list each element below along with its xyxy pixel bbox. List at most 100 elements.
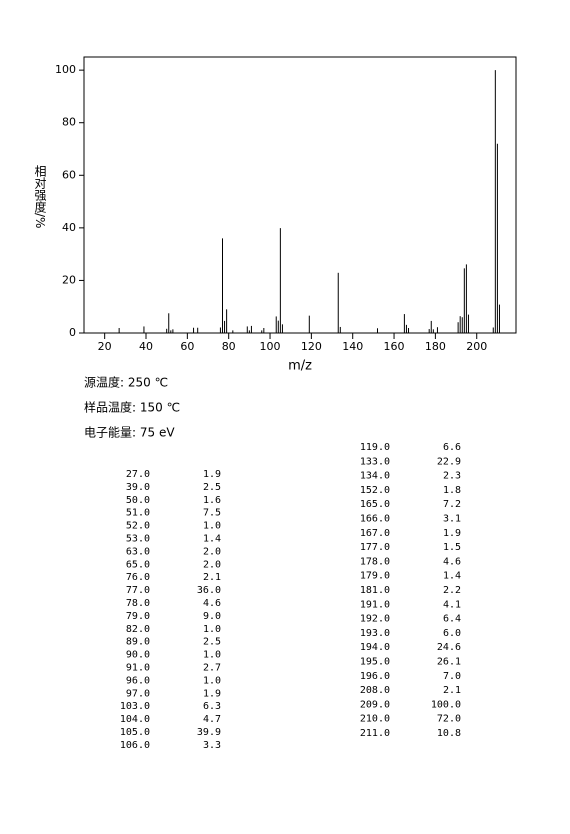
- table-intensity: 6.6: [443, 442, 461, 453]
- table-intensity: 9.0: [203, 611, 221, 622]
- table-intensity: 1.0: [203, 650, 221, 661]
- table-intensity: 72.0: [437, 714, 461, 725]
- table-mz: 97.0: [126, 688, 150, 699]
- table-mz: 52.0: [126, 521, 150, 532]
- table-mz: 119.0: [360, 442, 390, 453]
- table-mz: 51.0: [126, 508, 150, 519]
- table-mz: 165.0: [360, 499, 390, 510]
- table-intensity: 4.7: [203, 714, 221, 725]
- table-mz: 104.0: [120, 714, 150, 725]
- table-intensity: 6.4: [443, 614, 461, 625]
- table-intensity: 10.8: [437, 728, 461, 739]
- table-intensity: 1.5: [443, 542, 461, 553]
- table-mz: 103.0: [120, 701, 150, 712]
- y-tick-label: 80: [62, 116, 76, 129]
- condition: 电子能量: 75 eV: [84, 426, 175, 440]
- table-intensity: 7.2: [443, 499, 461, 510]
- x-tick-label: 20: [98, 340, 112, 353]
- table-mz: 96.0: [126, 675, 150, 686]
- table-mz: 193.0: [360, 628, 390, 639]
- table-intensity: 1.0: [203, 624, 221, 635]
- table-intensity: 7.0: [443, 671, 461, 682]
- table-intensity: 2.2: [443, 585, 461, 596]
- table-intensity: 2.5: [203, 637, 221, 648]
- table-intensity: 22.9: [437, 456, 461, 467]
- x-tick-label: 160: [384, 340, 405, 353]
- table-intensity: 1.9: [203, 688, 221, 699]
- table-mz: 106.0: [120, 740, 150, 751]
- x-axis-label: m/z: [288, 359, 312, 374]
- table-intensity: 3.3: [203, 740, 221, 751]
- table-mz: 134.0: [360, 471, 390, 482]
- table-mz: 181.0: [360, 585, 390, 596]
- table-mz: 166.0: [360, 514, 390, 525]
- table-mz: 65.0: [126, 559, 150, 570]
- table-mz: 39.0: [126, 482, 150, 493]
- table-intensity: 1.4: [443, 571, 461, 582]
- table-intensity: 7.5: [203, 508, 221, 519]
- y-tick-label: 60: [62, 168, 76, 181]
- table-intensity: 1.8: [443, 485, 461, 496]
- table-mz: 194.0: [360, 642, 390, 653]
- table-mz: 79.0: [126, 611, 150, 622]
- y-tick-label: 0: [69, 326, 76, 339]
- table-intensity: 4.1: [443, 599, 461, 610]
- table-intensity: 2.7: [203, 663, 221, 674]
- condition: 源温度: 250 ℃: [84, 375, 168, 390]
- table-intensity: 26.1: [437, 657, 461, 668]
- table-intensity: 6.3: [203, 701, 221, 712]
- table-mz: 105.0: [120, 727, 150, 738]
- table-intensity: 1.0: [203, 521, 221, 532]
- y-tick-label: 100: [55, 63, 76, 76]
- table-mz: 78.0: [126, 598, 150, 609]
- y-tick-label: 20: [62, 273, 76, 286]
- table-mz: 178.0: [360, 556, 390, 567]
- table-mz: 195.0: [360, 657, 390, 668]
- table-mz: 77.0: [126, 585, 150, 596]
- table-intensity: 1.0: [203, 675, 221, 686]
- table-intensity: 2.3: [443, 471, 461, 482]
- table-intensity: 36.0: [197, 585, 221, 596]
- table-intensity: 24.6: [437, 642, 461, 653]
- table-intensity: 39.9: [197, 727, 221, 738]
- table-intensity: 2.5: [203, 482, 221, 493]
- x-tick-label: 200: [466, 340, 487, 353]
- table-mz: 179.0: [360, 571, 390, 582]
- table-intensity: 100.0: [431, 699, 461, 710]
- x-tick-label: 140: [342, 340, 363, 353]
- table-intensity: 1.9: [203, 469, 221, 480]
- table-intensity: 4.6: [443, 556, 461, 567]
- table-intensity: 6.0: [443, 628, 461, 639]
- x-tick-label: 60: [180, 340, 194, 353]
- x-tick-label: 100: [260, 340, 281, 353]
- y-tick-label: 40: [62, 221, 76, 234]
- table-intensity: 4.6: [203, 598, 221, 609]
- table-mz: 209.0: [360, 699, 390, 710]
- table-mz: 133.0: [360, 456, 390, 467]
- x-tick-label: 120: [301, 340, 322, 353]
- table-mz: 90.0: [126, 650, 150, 661]
- x-tick-label: 180: [425, 340, 446, 353]
- y-axis-label: 相对强度/%: [33, 165, 47, 229]
- table-intensity: 1.9: [443, 528, 461, 539]
- table-mz: 167.0: [360, 528, 390, 539]
- table-mz: 196.0: [360, 671, 390, 682]
- table-mz: 76.0: [126, 572, 150, 583]
- table-intensity: 2.0: [203, 559, 221, 570]
- condition: 样品温度: 150 ℃: [84, 400, 180, 415]
- table-mz: 82.0: [126, 624, 150, 635]
- table-intensity: 2.1: [203, 572, 221, 583]
- table-mz: 177.0: [360, 542, 390, 553]
- table-mz: 50.0: [126, 495, 150, 506]
- table-mz: 53.0: [126, 534, 150, 545]
- table-mz: 211.0: [360, 728, 390, 739]
- table-mz: 152.0: [360, 485, 390, 496]
- table-mz: 210.0: [360, 714, 390, 725]
- table-intensity: 2.0: [203, 546, 221, 557]
- table-mz: 191.0: [360, 599, 390, 610]
- table-intensity: 2.1: [443, 685, 461, 696]
- table-mz: 63.0: [126, 546, 150, 557]
- table-mz: 89.0: [126, 637, 150, 648]
